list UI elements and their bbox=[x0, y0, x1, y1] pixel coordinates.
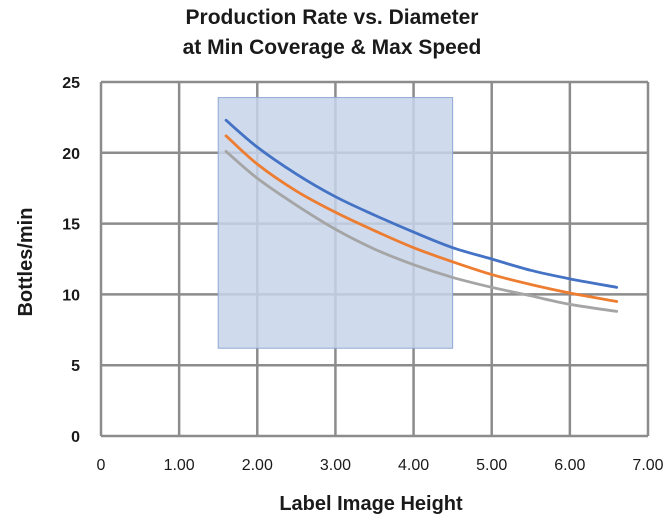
y-tick-label: 0 bbox=[71, 429, 80, 446]
series-line bbox=[224, 149, 619, 313]
chart-title-line-1: Production Rate vs. Diameter bbox=[185, 6, 479, 29]
x-axis-title: Label Image Height bbox=[279, 493, 463, 515]
x-tick-label: 1.00 bbox=[164, 457, 195, 474]
x-tick-label: 3.00 bbox=[320, 457, 351, 474]
x-tick-label: 7.00 bbox=[632, 457, 663, 474]
x-tick-label: 6.00 bbox=[554, 457, 585, 474]
chart-title-line-2: at Min Coverage & Max Speed bbox=[182, 36, 482, 59]
y-axis-title: Bottles/min bbox=[15, 208, 37, 317]
shaded-region-layer bbox=[217, 97, 454, 349]
y-tick-label: 5 bbox=[71, 358, 80, 375]
y-tick-label: 15 bbox=[62, 217, 80, 234]
y-tick-label: 25 bbox=[62, 75, 80, 92]
x-tick-label: 0 bbox=[97, 457, 106, 474]
y-tick-label: 10 bbox=[62, 287, 80, 304]
x-tick-label: 2.00 bbox=[242, 457, 273, 474]
x-tick-labels: 0 1.00 2.00 3.00 4.00 5.00 6.00 7.00 bbox=[97, 457, 664, 474]
y-tick-labels: 0 5 10 15 20 25 bbox=[62, 75, 80, 446]
y-tick-label: 20 bbox=[62, 146, 80, 163]
series-layer bbox=[224, 118, 619, 313]
x-tick-label: 5.00 bbox=[476, 457, 507, 474]
shaded-region bbox=[217, 97, 454, 349]
x-tick-label: 4.00 bbox=[398, 457, 429, 474]
series-line bbox=[224, 118, 619, 289]
series-line bbox=[224, 134, 619, 303]
